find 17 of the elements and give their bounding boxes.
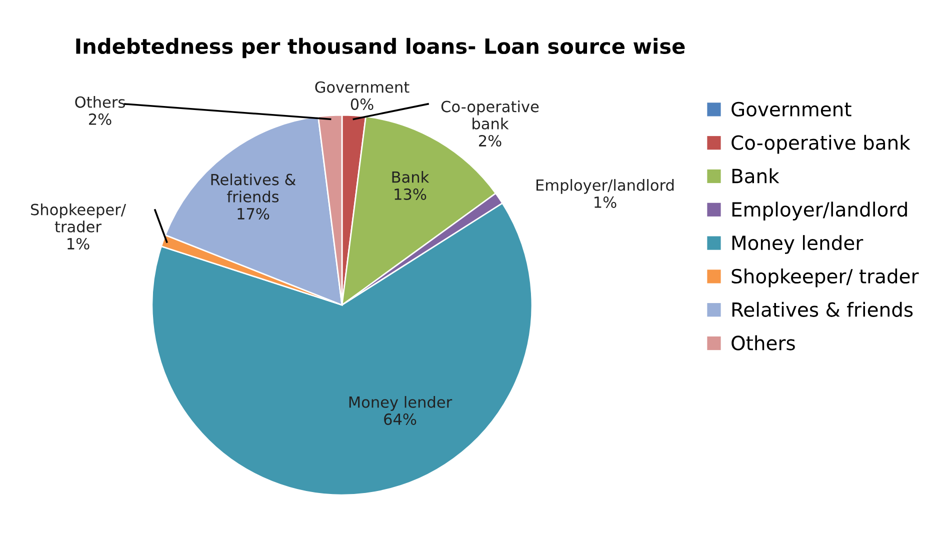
data-label: Employer/landlord 1% [536, 179, 674, 208]
legend-label: Shopkeeper/ trader [732, 268, 919, 288]
text: Government 0% [315, 81, 410, 110]
chart-title: Indebtedness per thousand loans- Loan source wise [76, 38, 685, 58]
legend-label: Government [732, 102, 852, 117]
data-label: Others 2% [75, 96, 125, 125]
legend-label: Co-operative bank [732, 134, 910, 154]
data-label: Co-operative bank 2% [441, 100, 539, 147]
legend-label: Others [732, 335, 795, 350]
legend-label: Bank [732, 168, 780, 184]
legend-label: Relatives & friends [732, 302, 913, 317]
legend-label: Money lender [732, 235, 864, 254]
data-label: Relatives & friends 17% [211, 174, 296, 220]
data-label: Bank 13% [392, 171, 430, 200]
legend-label: Employer/landlord [732, 202, 907, 221]
data-label: Shopkeeper/ trader 1% [30, 204, 126, 250]
data-label: Money lender 64% [349, 396, 452, 425]
